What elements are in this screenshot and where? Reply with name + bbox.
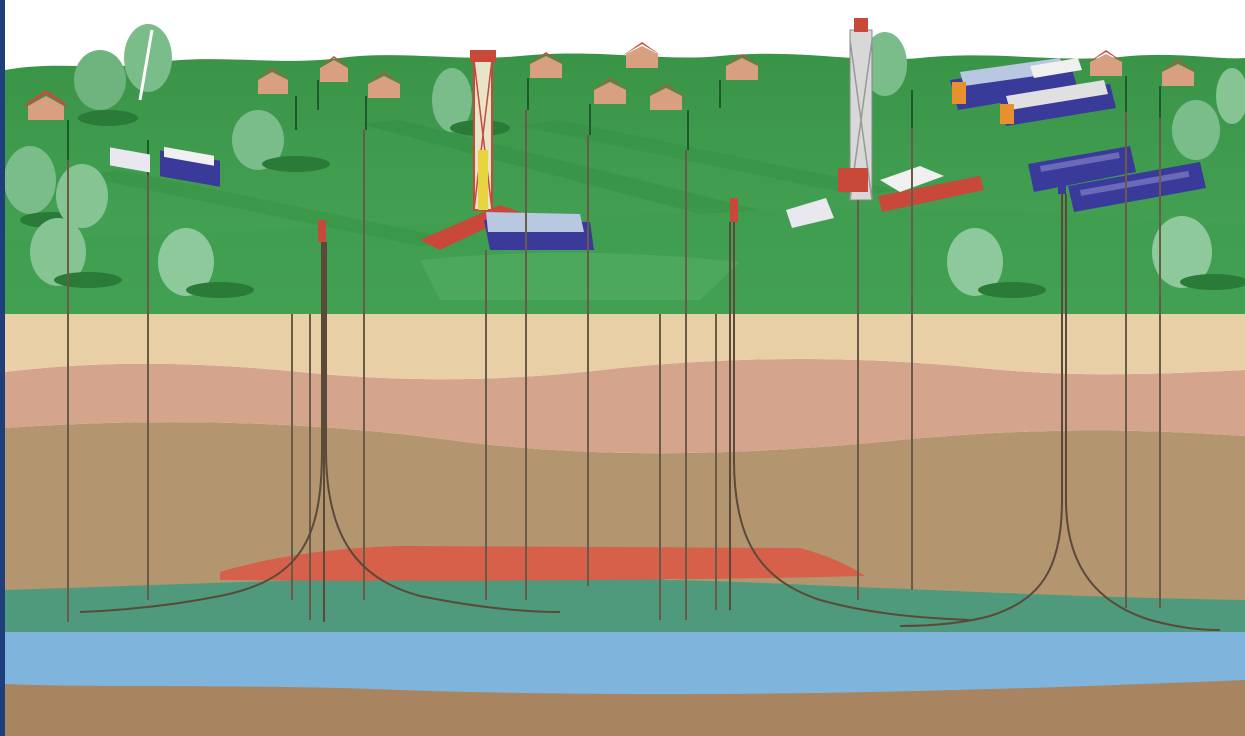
tree <box>74 50 138 126</box>
house <box>316 56 352 82</box>
well-lateral-3b <box>1065 194 1221 631</box>
layer-blue-aquifer <box>5 632 1245 695</box>
left-border <box>0 0 5 736</box>
drill-rig-2 <box>786 18 984 228</box>
well-lateral-1b <box>325 242 561 613</box>
well-lateral-1 <box>79 242 323 613</box>
layer-pink <box>5 359 1245 454</box>
grass-diagonal-1 <box>360 120 760 214</box>
tree <box>1172 100 1220 160</box>
house <box>722 54 762 80</box>
tree <box>56 164 108 228</box>
house <box>526 52 566 78</box>
house <box>646 84 686 110</box>
tree <box>158 228 254 298</box>
drill-rig-1 <box>420 50 594 250</box>
grass-shadow-band <box>5 208 1245 314</box>
house <box>1086 50 1126 76</box>
layer-red-target <box>220 546 865 581</box>
tree <box>1152 216 1245 290</box>
house <box>24 90 68 120</box>
compressor-station <box>950 58 1116 126</box>
service-trucks-left <box>110 29 220 187</box>
vertical-wells <box>67 110 1161 622</box>
tree <box>863 32 907 96</box>
subsurface <box>5 314 1245 736</box>
well-lateral-2 <box>733 222 971 621</box>
tree <box>232 110 330 172</box>
tree <box>1216 68 1245 124</box>
house <box>590 78 630 104</box>
house <box>254 68 292 94</box>
layer-sand <box>5 314 1245 380</box>
tree <box>947 228 1046 298</box>
grass-diagonal-2 <box>520 120 900 196</box>
wellhead-1 <box>318 220 326 242</box>
wellhead-3 <box>1058 170 1066 194</box>
horizontal-wells <box>79 194 1221 631</box>
house <box>1158 60 1198 86</box>
tree <box>30 218 122 288</box>
grass-highlight <box>420 252 740 300</box>
wellheads <box>318 170 1066 242</box>
house <box>622 42 662 68</box>
surface-poles <box>67 76 1161 175</box>
processing-trailers <box>1028 146 1206 212</box>
houses <box>24 42 1198 120</box>
wellhead-2 <box>730 198 738 222</box>
well-lateral-3 <box>899 194 1063 627</box>
house <box>364 72 404 98</box>
